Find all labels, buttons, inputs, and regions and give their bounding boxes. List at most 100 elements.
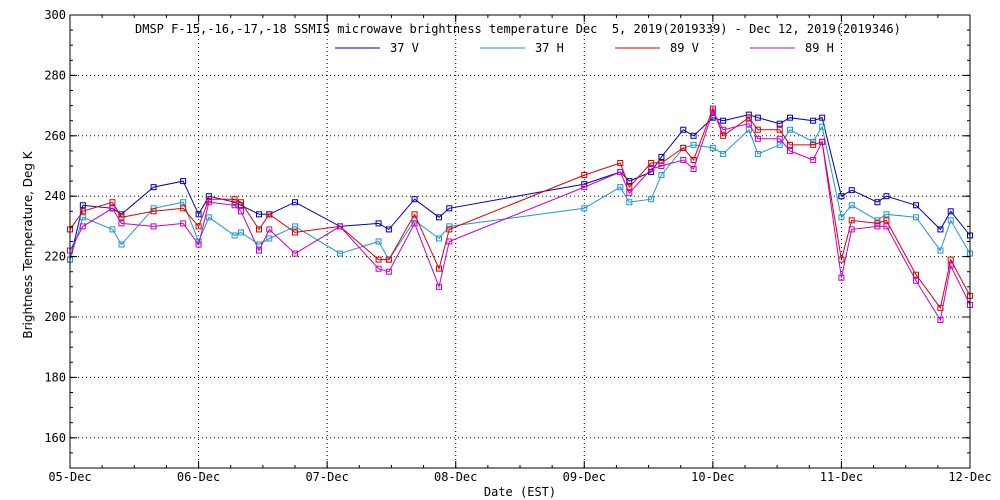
x-axis-label: Date (EST) (484, 485, 556, 499)
data-point-marker (874, 217, 881, 224)
x-tick-label: 08-Dec (434, 470, 477, 484)
data-point-marker (874, 223, 881, 230)
data-point-marker (754, 150, 761, 157)
plot-frame (69, 14, 971, 469)
data-point-marker (205, 199, 212, 206)
data-point-marker (720, 150, 727, 157)
x-tick-label: 12-Dec (948, 470, 991, 484)
data-point-marker (848, 187, 855, 194)
data-point-marker (231, 232, 238, 239)
data-point-marker (720, 126, 727, 133)
data-point-marker (626, 190, 633, 197)
data-point-marker (754, 114, 761, 121)
legend-label: 89 H (805, 41, 834, 55)
y-tick-label: 280 (44, 68, 66, 82)
data-point-marker (658, 163, 665, 169)
data-point-marker (436, 214, 442, 221)
data-point-marker (446, 226, 453, 233)
data-point-marker (680, 156, 687, 163)
data-point-marker (776, 141, 783, 148)
data-point-marker (810, 117, 817, 124)
data-point-marker (581, 172, 588, 179)
data-point-marker (292, 199, 298, 206)
data-point-marker (617, 159, 624, 166)
data-point-marker (411, 211, 418, 218)
data-point-marker (947, 208, 954, 215)
y-tick-label: 240 (44, 189, 66, 203)
data-point-marker (787, 114, 793, 121)
data-point-marker (195, 211, 202, 218)
data-point-marker (883, 193, 890, 200)
data-point-marker (690, 141, 697, 148)
legend-label: 89 V (670, 41, 699, 55)
data-point-marker (180, 220, 187, 227)
data-point-marker (913, 214, 919, 221)
y-tick-label: 200 (44, 310, 66, 324)
data-point-marker (436, 283, 442, 290)
legend-item: 37 H (480, 41, 564, 55)
series-layer (67, 105, 973, 324)
y-tick-label: 300 (44, 8, 66, 22)
axis-ticks: 160 180 200 220 240 260 280 300 05-Dec 06-Dec 07-D… (44, 8, 991, 484)
x-tick-label: 05-Dec (48, 470, 91, 484)
y-tick-label: 180 (44, 370, 66, 384)
data-point-marker (238, 199, 244, 206)
data-point-marker (118, 241, 125, 248)
y-tick-label: 160 (44, 431, 66, 445)
data-point-marker (617, 169, 624, 176)
x-tick-label: 06-Dec (177, 470, 220, 484)
series-line (69, 107, 971, 310)
data-point-marker (231, 196, 238, 203)
data-point-marker (256, 226, 262, 233)
data-point-marker (913, 202, 919, 209)
legend-item: 37 V (335, 41, 419, 55)
data-point-marker (810, 138, 817, 145)
data-point-marker (648, 159, 655, 166)
data-point-marker (947, 256, 954, 263)
data-point-marker (874, 220, 881, 227)
data-point-marker (883, 223, 890, 230)
legend: 37 V 37 H 89 V 89 H (335, 41, 834, 55)
data-point-marker (754, 126, 761, 133)
data-point-marker (720, 117, 727, 124)
data-point-marker (581, 184, 588, 191)
data-point-marker (385, 256, 392, 263)
data-point-marker (79, 208, 86, 215)
data-point-marker (256, 211, 262, 218)
data-point-marker (690, 166, 697, 173)
data-point-marker (776, 135, 783, 142)
data-point-marker (292, 223, 298, 230)
x-tick-label: 11-Dec (820, 470, 863, 484)
data-point-marker (709, 144, 716, 151)
y-tick-label: 260 (44, 129, 66, 143)
data-point-marker (709, 108, 716, 115)
data-point-marker (150, 184, 157, 191)
legend-item: 89 V (615, 41, 699, 55)
data-point-marker (690, 132, 697, 139)
data-point-marker (581, 205, 588, 212)
data-point-marker (238, 229, 244, 236)
data-point-marker (231, 202, 238, 209)
data-point-marker (256, 247, 262, 254)
data-point-marker (658, 153, 665, 160)
data-point-marker (266, 226, 273, 233)
data-point-marker (810, 156, 817, 163)
data-point-marker (195, 223, 202, 230)
data-point-marker (680, 144, 687, 151)
data-point-marker (109, 205, 116, 212)
data-point-marker (375, 256, 382, 263)
grid-lines (70, 15, 970, 468)
data-point-marker (745, 126, 752, 133)
legend-label: 37 H (535, 41, 564, 55)
data-point-marker (109, 226, 116, 233)
series-89-v (67, 105, 973, 311)
data-point-marker (375, 238, 382, 245)
data-point-marker (195, 241, 202, 248)
data-point-marker (838, 274, 845, 281)
data-point-marker (883, 217, 890, 224)
data-point-marker (648, 196, 655, 203)
data-point-marker (180, 178, 187, 185)
series-line (69, 110, 971, 322)
series-89-h (67, 108, 973, 324)
